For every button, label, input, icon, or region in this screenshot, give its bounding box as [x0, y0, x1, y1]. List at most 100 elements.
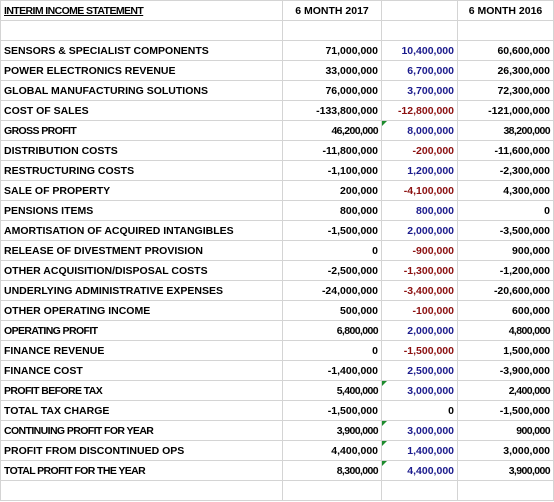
value-2016: -121,000,000: [457, 100, 554, 121]
value-2016: -20,600,000: [457, 280, 554, 301]
value-change: 3,700,000: [381, 80, 458, 101]
value-change: 3,000,000: [381, 380, 458, 401]
value-change: -200,000: [381, 140, 458, 161]
table-row: OPERATING PROFIT 6,800,000 2,000,000 4,800,…: [0, 320, 554, 341]
value-2016: 72,300,000: [457, 80, 554, 101]
row-label: UNDERLYING ADMINISTRATIVE EXPENSES: [0, 280, 283, 301]
row-label: POWER ELECTRONICS REVENUE: [0, 60, 283, 81]
row-label: FINANCE REVENUE: [0, 340, 283, 361]
table-row: GROSS PROFIT 46,200,000 8,000,000 38,200,00…: [0, 120, 554, 141]
value-2017: 3,900,000: [282, 420, 382, 441]
table-row: PROFIT FROM DISCONTINUED OPS 4,400,000 1,4…: [0, 440, 554, 461]
value-change: 3,000,000: [381, 420, 458, 441]
value-2017: 5,400,000: [282, 380, 382, 401]
value-2017: -11,800,000: [282, 140, 382, 161]
empty-cell: [381, 0, 458, 21]
row-label: DISTRIBUTION COSTS: [0, 140, 283, 161]
value-2016: 0: [457, 200, 554, 221]
row-label: GLOBAL MANUFACTURING SOLUTIONS: [0, 80, 283, 101]
value-2017: -133,800,000: [282, 100, 382, 121]
value-2016: 600,000: [457, 300, 554, 321]
row-label: RELEASE OF DIVESTMENT PROVISION: [0, 240, 283, 261]
row-label: FINANCE COST: [0, 360, 283, 381]
table-row: DISTRIBUTION COSTS -11,800,000 -200,000 -11…: [0, 140, 554, 161]
blank-row: [0, 480, 554, 501]
row-label: OTHER ACQUISITION/DISPOSAL COSTS: [0, 260, 283, 281]
value-2016: -1,200,000: [457, 260, 554, 281]
value-change: -900,000: [381, 240, 458, 261]
value-2016: 4,300,000: [457, 180, 554, 201]
value-change: 6,700,000: [381, 60, 458, 81]
table-row: TOTAL PROFIT FOR THE YEAR 8,300,000 4,400,…: [0, 460, 554, 481]
table-row: FINANCE COST -1,400,000 2,500,000 -3,900,00…: [0, 360, 554, 381]
value-2017: 76,000,000: [282, 80, 382, 101]
value-2017: -1,400,000: [282, 360, 382, 381]
empty-cell: [381, 480, 458, 501]
row-label: OPERATING PROFIT: [0, 320, 283, 341]
value-2016: -3,500,000: [457, 220, 554, 241]
table-row: CONTINUING PROFIT FOR YEAR 3,900,000 3,000…: [0, 420, 554, 441]
row-label: TOTAL PROFIT FOR THE YEAR: [0, 460, 283, 481]
value-change: -4,100,000: [381, 180, 458, 201]
value-2017: 8,300,000: [282, 460, 382, 481]
empty-cell: [457, 480, 554, 501]
value-2017: 46,200,000: [282, 120, 382, 141]
row-label: SALE OF PROPERTY: [0, 180, 283, 201]
value-2017: 0: [282, 340, 382, 361]
value-2017: 200,000: [282, 180, 382, 201]
value-2016: 60,600,000: [457, 40, 554, 61]
value-change: 1,200,000: [381, 160, 458, 181]
value-change: 2,000,000: [381, 320, 458, 341]
value-2016: 1,500,000: [457, 340, 554, 361]
value-2016: 3,900,000: [457, 460, 554, 481]
table-row: COST OF SALES -133,800,000 -12,800,000 -121…: [0, 100, 554, 121]
table-row: AMORTISATION OF ACQUIRED INTANGIBLES -1,5…: [0, 220, 554, 241]
value-2017: 6,800,000: [282, 320, 382, 341]
row-label: RESTRUCTURING COSTS: [0, 160, 283, 181]
column-header: 6 MONTH 2017: [282, 0, 382, 21]
row-label: TOTAL TAX CHARGE: [0, 400, 283, 421]
value-2017: 4,400,000: [282, 440, 382, 461]
table-row: SALE OF PROPERTY 200,000 -4,100,000 4,300,0…: [0, 180, 554, 201]
value-change: 1,400,000: [381, 440, 458, 461]
table-row: POWER ELECTRONICS REVENUE 33,000,000 6,700…: [0, 60, 554, 81]
row-label: CONTINUING PROFIT FOR YEAR: [0, 420, 283, 441]
header-row: INTERIM INCOME STATEMENT 6 MONTH 2017 6 …: [0, 0, 554, 21]
value-change: -12,800,000: [381, 100, 458, 121]
value-2016: -3,900,000: [457, 360, 554, 381]
row-label: PROFIT FROM DISCONTINUED OPS: [0, 440, 283, 461]
table-row: OTHER OPERATING INCOME 500,000 -100,000 600…: [0, 300, 554, 321]
value-change: 10,400,000: [381, 40, 458, 61]
value-2017: -1,100,000: [282, 160, 382, 181]
value-change: 2,500,000: [381, 360, 458, 381]
value-2016: 900,000: [457, 420, 554, 441]
value-change: -100,000: [381, 300, 458, 321]
value-2017: 0: [282, 240, 382, 261]
value-change: 800,000: [381, 200, 458, 221]
value-change: 2,000,000: [381, 220, 458, 241]
empty-cell: [0, 480, 283, 501]
value-change: 0: [381, 400, 458, 421]
value-2016: 38,200,000: [457, 120, 554, 141]
table-row: FINANCE REVENUE 0 -1,500,000 1,500,000: [0, 340, 554, 361]
value-2017: -1,500,000: [282, 400, 382, 421]
row-label: PENSIONS ITEMS: [0, 200, 283, 221]
value-2016: -1,500,000: [457, 400, 554, 421]
row-label: AMORTISATION OF ACQUIRED INTANGIBLES: [0, 220, 283, 241]
row-label: GROSS PROFIT: [0, 120, 283, 141]
table-row: UNDERLYING ADMINISTRATIVE EXPENSES -24,00…: [0, 280, 554, 301]
value-2016: 26,300,000: [457, 60, 554, 81]
table-row: GLOBAL MANUFACTURING SOLUTIONS 76,000,000…: [0, 80, 554, 101]
column-header: 6 MONTH 2016: [457, 0, 554, 21]
row-label: SENSORS & SPECIALIST COMPONENTS: [0, 40, 283, 61]
row-label: PROFIT BEFORE TAX: [0, 380, 283, 401]
row-label: COST OF SALES: [0, 100, 283, 121]
table-row: RESTRUCTURING COSTS -1,100,000 1,200,000 -2…: [0, 160, 554, 181]
table-row: PROFIT BEFORE TAX 5,400,000 3,000,000 2,400…: [0, 380, 554, 401]
value-2016: 3,000,000: [457, 440, 554, 461]
value-change: -1,300,000: [381, 260, 458, 281]
value-2017: 71,000,000: [282, 40, 382, 61]
value-change: 4,400,000: [381, 460, 458, 481]
